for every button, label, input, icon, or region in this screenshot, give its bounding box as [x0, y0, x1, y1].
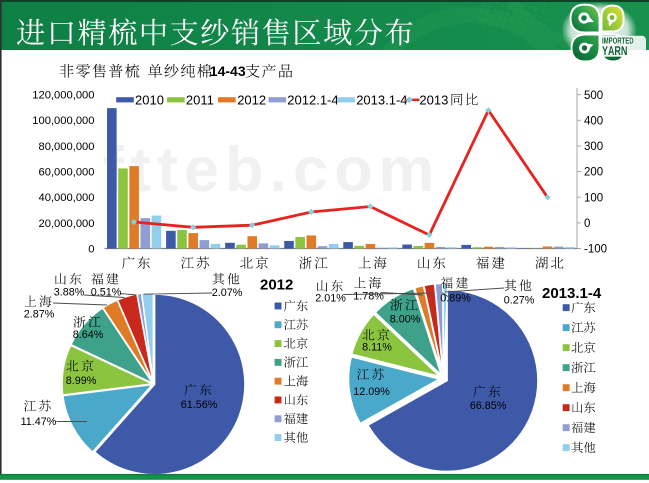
- svg-text:500: 500: [584, 90, 603, 102]
- svg-text:400: 400: [584, 115, 603, 127]
- svg-text:8.64%: 8.64%: [73, 329, 104, 341]
- svg-text:2010: 2010: [135, 92, 164, 107]
- svg-text:61.56%: 61.56%: [181, 399, 218, 411]
- svg-text:2013.1-4: 2013.1-4: [356, 92, 407, 107]
- svg-text:66.85%: 66.85%: [470, 400, 507, 412]
- svg-text:300: 300: [584, 141, 603, 153]
- svg-text:ftteb.com: ftteb.com: [103, 135, 441, 205]
- svg-text:0: 0: [88, 243, 94, 255]
- svg-text:2.87%: 2.87%: [24, 308, 55, 320]
- svg-text:0.51%: 0.51%: [91, 286, 122, 298]
- svg-text:80,000,000: 80,000,000: [39, 141, 95, 153]
- svg-text:0.89%: 0.89%: [440, 292, 471, 304]
- svg-text:60,000,000: 60,000,000: [39, 167, 95, 179]
- svg-text:200: 200: [584, 167, 603, 179]
- svg-text:8.99%: 8.99%: [66, 375, 97, 387]
- svg-text:0: 0: [584, 218, 590, 230]
- svg-text:8.00%: 8.00%: [390, 313, 421, 325]
- svg-text:12.09%: 12.09%: [353, 386, 390, 398]
- svg-text:20,000,000: 20,000,000: [39, 218, 95, 230]
- svg-text:2013.1-4: 2013.1-4: [542, 285, 602, 302]
- svg-text:2013: 2013: [419, 92, 448, 107]
- svg-text:2012.1-4: 2012.1-4: [287, 92, 338, 107]
- svg-text:2.01%: 2.01%: [315, 292, 346, 304]
- svg-text:-100: -100: [584, 244, 607, 256]
- svg-text:2011: 2011: [186, 92, 214, 107]
- svg-text:2012: 2012: [237, 92, 266, 107]
- svg-text:3.88%: 3.88%: [54, 286, 85, 298]
- svg-text:100: 100: [584, 192, 603, 204]
- svg-text:8.11%: 8.11%: [362, 341, 392, 353]
- svg-text:14-43: 14-43: [210, 63, 246, 79]
- svg-text:1.78%: 1.78%: [353, 290, 384, 302]
- svg-text:2.07%: 2.07%: [212, 287, 243, 299]
- svg-text:40,000,000: 40,000,000: [39, 192, 95, 204]
- svg-text:11.47%: 11.47%: [21, 416, 57, 428]
- svg-text:2012: 2012: [260, 277, 293, 294]
- svg-text:100,000,000: 100,000,000: [32, 115, 94, 127]
- svg-text:120,000,000: 120,000,000: [32, 90, 94, 102]
- svg-text:0.27%: 0.27%: [504, 294, 535, 306]
